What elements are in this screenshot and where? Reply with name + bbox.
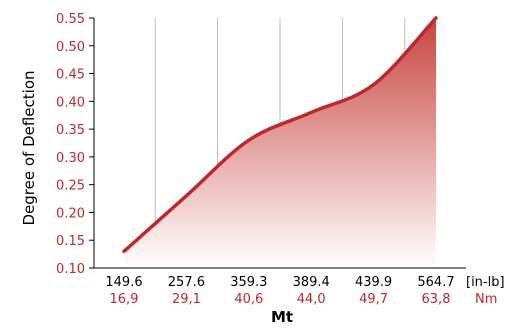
x-tick-label: 257.6 — [168, 275, 205, 290]
x-tick-label-nm: 44,0 — [297, 292, 326, 307]
area-fill-layer — [122, 16, 438, 268]
y-tick-label: 0.15 — [56, 234, 85, 249]
area-fill — [124, 18, 436, 268]
x-tick-label-nm: 63,8 — [422, 292, 451, 307]
x-tick-label: 389.4 — [293, 275, 330, 290]
x-tick-label-nm: 49,7 — [359, 292, 388, 307]
y-tick-label: 0.40 — [56, 95, 85, 110]
x-tick-label-nm: 16,9 — [110, 292, 139, 307]
y-tick-label: 0.30 — [56, 151, 85, 166]
y-tick-label: 0.10 — [56, 262, 85, 277]
y-tick-label: 0.55 — [56, 12, 85, 27]
x-tick-label: 149.6 — [105, 275, 142, 290]
x-axis-title: Mt — [271, 308, 293, 326]
y-axis-title: Degree of Deflection — [20, 70, 38, 225]
y-tick-label: 0.20 — [56, 206, 85, 221]
x-tick-label: 439.9 — [355, 275, 392, 290]
y-tick-label: 0.45 — [56, 68, 85, 83]
axes — [93, 18, 466, 269]
x-unit-primary: [in-lb] — [466, 275, 505, 290]
y-tick-labels: 0.10 0.15 0.20 0.25 0.30 0.35 0.40 0.45 0.50 0.55 — [56, 12, 94, 277]
x-unit-secondary: Nm — [475, 292, 497, 307]
x-tick-label: 359.3 — [230, 275, 267, 290]
y-tick-label: 0.25 — [56, 179, 85, 194]
series-line — [122, 16, 438, 254]
y-tick-label: 0.50 — [56, 40, 85, 55]
y-tick-label: 0.35 — [56, 123, 85, 138]
x-tick-label: 564.7 — [417, 275, 454, 290]
x-tick-label-nm: 40,6 — [234, 292, 263, 307]
x-tick-labels: 149.6 16,9 257.6 29,1 359.3 40,6 389.4 44,0 439.… — [105, 275, 504, 307]
x-tick-label-nm: 29,1 — [172, 292, 201, 307]
